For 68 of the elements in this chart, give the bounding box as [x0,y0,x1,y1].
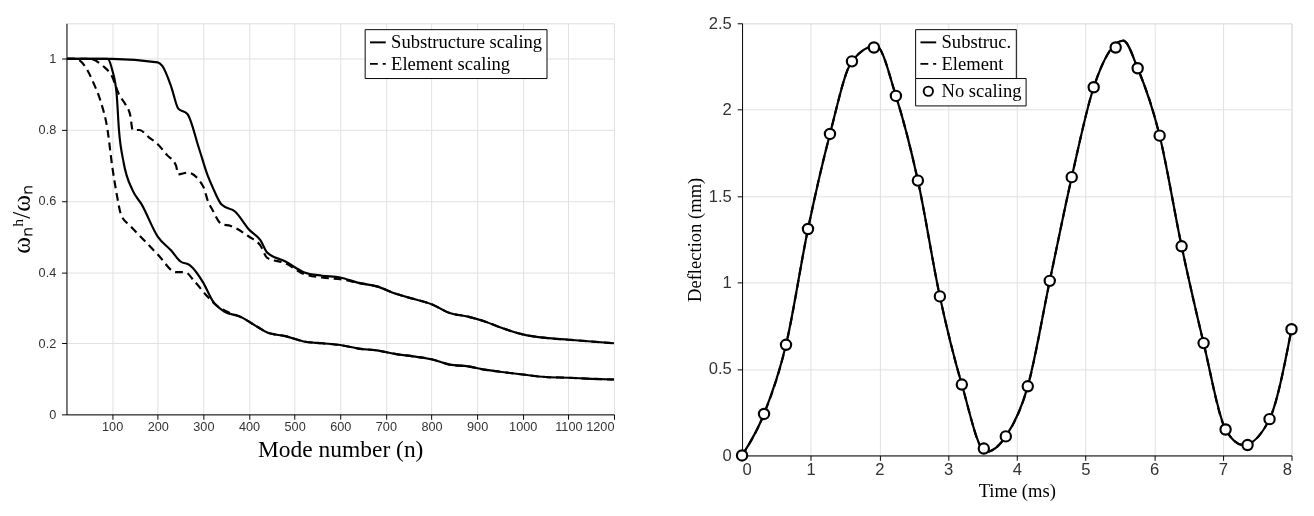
x-tick-label: 2 [875,460,885,480]
y-tick-label: 0 [49,407,57,422]
legend-label: Substructure scaling [391,31,543,53]
y-tick-label: 0.8 [38,123,57,138]
point [1175,240,1188,253]
point [1109,41,1122,54]
x-tick-label: 1200 [586,420,615,435]
y-axis-title: Deflection (mm) [683,177,706,302]
y-tick-label: 2.5 [708,13,732,33]
y-tick-label: 0.4 [38,265,57,280]
x-tick-label: 900 [467,420,489,435]
point [1197,336,1210,350]
x-tick-label: 1 [806,460,816,480]
y-tick-label: 0.6 [38,194,57,209]
x-tick-label: 1100 [555,420,583,435]
point [1065,170,1078,184]
point [889,89,903,103]
point [1153,129,1166,142]
x-tick-label: 0 [742,460,752,480]
y-axis-title: ωₙʰ/ωₙ [6,184,35,254]
y-tick-label: 1 [722,272,732,292]
point [955,378,969,391]
x-tick-label: 500 [284,420,306,435]
x-tick-label: 7 [1218,460,1228,480]
point [911,174,925,187]
point [1219,423,1232,436]
legend-label: Element scaling [391,52,511,74]
x-tick-label: 400 [238,420,261,435]
point [977,442,991,455]
x-tick-label: 6 [1150,460,1160,480]
y-tick-label: 1.5 [708,186,732,206]
point [1131,62,1144,75]
point [779,338,793,352]
x-tick-label: 800 [421,420,443,435]
point [1285,323,1298,336]
legend-label: Substruc. [941,31,1012,53]
point [999,430,1012,443]
y-tick-label: 0 [722,445,732,465]
x-tick-label: 700 [375,420,397,435]
y-tick-label: 1 [49,52,57,67]
point [735,449,749,462]
point [1043,274,1056,288]
point [845,55,859,68]
point [757,407,771,421]
y-tick-label: 2 [722,100,732,120]
legend-label: No scaling [941,80,1022,102]
x-axis-title: Time (ms) [978,479,1056,502]
x-tick-label: 200 [147,420,169,435]
point [933,290,947,303]
x-tick-label: 4 [1012,460,1022,480]
x-tick-label: 600 [330,420,352,435]
x-tick-label: 1000 [509,420,538,435]
legend-label: Element [941,52,1005,74]
x-axis-title: Mode number (n) [258,435,424,462]
x-tick-label: 5 [1081,460,1091,480]
point [1241,438,1254,452]
point [801,222,815,236]
x-tick-label: 100 [102,420,124,435]
point [1087,81,1100,94]
point [1263,412,1276,426]
point [823,127,837,141]
x-tick-label: 3 [943,460,954,480]
y-tick-label: 0.2 [38,336,57,351]
point [1021,380,1034,393]
point [867,41,881,54]
y-tick-label: 0.5 [708,359,732,379]
x-tick-label: 300 [193,420,215,435]
x-tick-label: 8 [1282,460,1292,480]
